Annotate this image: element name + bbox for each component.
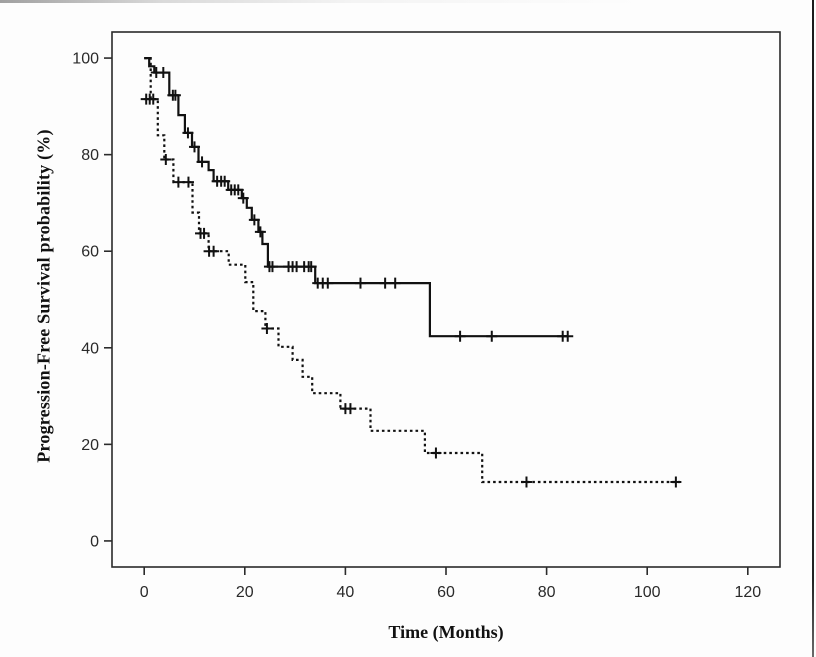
censor-plus-mark xyxy=(248,214,260,226)
censor-plus-mark xyxy=(160,153,172,165)
plot-frame xyxy=(111,31,781,568)
y-tick-label: 80 xyxy=(81,147,99,164)
censor-plus-mark xyxy=(237,192,249,204)
censor-plus-mark xyxy=(389,277,401,289)
censor-plus-mark xyxy=(520,476,532,488)
censor-plus-mark xyxy=(232,184,244,196)
x-tick-label: 0 xyxy=(140,584,149,601)
censor-plus-mark xyxy=(322,277,334,289)
censor-plus-mark xyxy=(182,176,194,188)
scan-artifact-right-edge xyxy=(812,0,814,657)
censor-marks-upper-solid-curve xyxy=(150,67,574,342)
censor-marks-lower-dashed-curve xyxy=(140,93,682,488)
censor-plus-mark xyxy=(430,447,442,459)
y-tick-label: 100 xyxy=(72,51,99,68)
x-axis-ticks: 0 20 40 60 80 100 120 xyxy=(140,567,761,601)
y-tick-label: 60 xyxy=(81,244,99,261)
censor-plus-mark xyxy=(379,277,391,289)
censor-plus-mark xyxy=(182,127,194,139)
scan-artifact-top xyxy=(0,0,640,3)
x-tick-label: 120 xyxy=(734,584,761,601)
censor-plus-mark xyxy=(172,176,184,188)
censor-plus-mark xyxy=(562,330,574,342)
x-tick-label: 60 xyxy=(437,584,455,601)
censor-plus-mark xyxy=(305,261,317,273)
censor-plus-mark xyxy=(254,226,266,238)
censor-plus-mark xyxy=(486,330,498,342)
censor-plus-mark xyxy=(454,330,466,342)
survival-step-curve-solid xyxy=(144,57,569,338)
censor-plus-mark xyxy=(261,322,273,334)
x-tick-label: 40 xyxy=(336,584,354,601)
censor-plus-mark xyxy=(196,156,208,168)
survival-step-curve-dotted xyxy=(144,57,680,484)
x-axis-title: Time (Months) xyxy=(388,622,504,642)
censor-plus-mark xyxy=(670,476,682,488)
censor-plus-mark xyxy=(266,261,278,273)
censor-plus-mark xyxy=(344,403,356,415)
y-axis-ticks: 0 20 40 60 80 100 xyxy=(72,51,112,550)
censor-plus-mark xyxy=(169,89,181,101)
x-tick-label: 20 xyxy=(236,584,254,601)
y-tick-label: 40 xyxy=(81,340,99,357)
censor-plus-mark xyxy=(354,277,366,289)
censor-plus-mark xyxy=(198,227,210,239)
censor-plus-mark xyxy=(157,67,169,79)
censor-plus-mark xyxy=(188,141,200,153)
x-tick-label: 100 xyxy=(634,584,661,601)
series-lower-dashed-curve xyxy=(144,57,680,484)
censor-plus-mark xyxy=(147,93,159,105)
censor-plus-mark xyxy=(208,245,220,257)
series-upper-solid-curve xyxy=(144,57,569,338)
y-tick-label: 0 xyxy=(90,533,99,550)
y-tick-label: 20 xyxy=(81,437,99,454)
x-tick-label: 80 xyxy=(538,584,556,601)
censor-plus-mark xyxy=(219,175,231,187)
